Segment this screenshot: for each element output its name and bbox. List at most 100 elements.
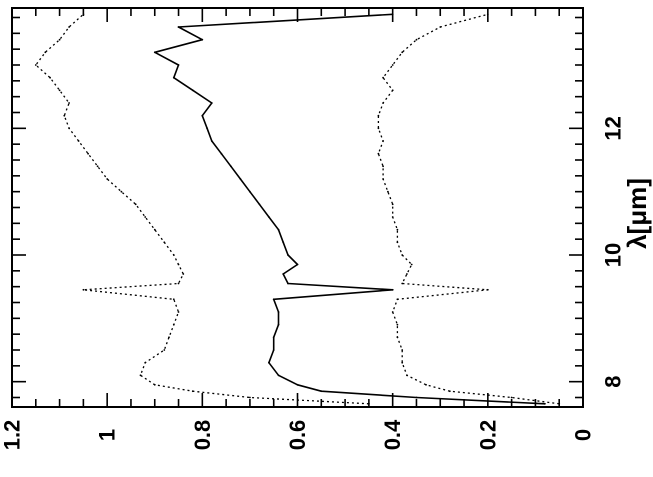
x-tick-label: 10: [601, 243, 626, 267]
data-point: [320, 390, 323, 393]
plot-frame: [11, 7, 584, 408]
data-point: [58, 38, 61, 41]
data-point: [272, 298, 275, 301]
data-point: [282, 241, 285, 244]
data-point: [153, 228, 156, 231]
data-point: [387, 190, 389, 193]
plot-area-border: [11, 7, 584, 408]
y-tick-label: 0.8: [190, 420, 215, 451]
x-tick-label: 12: [601, 116, 626, 140]
data-point: [401, 51, 404, 54]
data-point: [68, 102, 70, 104]
data-point: [396, 228, 399, 231]
data-point: [106, 178, 109, 180]
data-point: [377, 152, 380, 155]
data-point: [163, 349, 166, 351]
data-point: [391, 216, 394, 218]
data-point: [44, 51, 47, 54]
data-point: [396, 336, 399, 339]
data-point: [401, 254, 404, 256]
series-layer: [34, 13, 561, 405]
data-point: [144, 216, 147, 218]
data-point: [268, 216, 270, 218]
data-point: [268, 361, 270, 364]
data-point: [391, 203, 394, 206]
data-point: [249, 190, 251, 193]
data-point: [172, 76, 175, 79]
data-point: [415, 38, 418, 41]
data-point: [120, 190, 123, 193]
data-point: [277, 311, 280, 313]
data-point: [206, 127, 209, 130]
data-point: [396, 323, 399, 326]
data-point: [201, 114, 204, 117]
tick-layer: [11, 8, 584, 407]
series-line-solid-middle: [154, 13, 545, 405]
data-point: [177, 26, 180, 28]
data-point: [201, 38, 204, 41]
data-point: [144, 361, 147, 364]
data-point: [401, 361, 404, 364]
data-point: [68, 26, 70, 28]
y-tick-label: 0.6: [285, 420, 310, 451]
data-point: [406, 374, 408, 377]
data-point: [391, 311, 394, 313]
data-point: [182, 273, 185, 275]
data-point: [172, 323, 175, 326]
data-point: [277, 374, 280, 377]
data-point: [282, 273, 285, 275]
data-point: [239, 178, 242, 180]
data-point: [296, 263, 299, 266]
data-point: [34, 64, 37, 66]
data-point: [410, 263, 413, 266]
data-point: [544, 402, 546, 405]
data-point: [191, 390, 194, 393]
data-point: [153, 51, 156, 54]
data-point: [510, 396, 513, 399]
series-line-dotted-upper: [35, 13, 369, 405]
data-point: [220, 152, 223, 155]
data-point: [396, 241, 399, 244]
series-3: [377, 13, 561, 405]
data-point: [177, 64, 180, 66]
data-point: [396, 298, 399, 301]
y-tick-label: 0.2: [475, 420, 500, 451]
data-point: [377, 127, 380, 130]
data-point: [391, 288, 394, 291]
y-tick-label: 1.2: [0, 420, 25, 451]
data-point: [249, 396, 251, 399]
data-point: [49, 76, 51, 79]
y-tick-label: 0.4: [380, 419, 405, 450]
y-tick-label: 1: [95, 429, 120, 441]
data-point: [277, 228, 280, 231]
data-point: [191, 89, 194, 92]
data-point: [163, 241, 166, 244]
data-point: [382, 165, 384, 168]
data-point: [63, 114, 66, 117]
data-point: [177, 311, 180, 313]
data-point: [377, 114, 380, 117]
data-point: [448, 390, 451, 393]
data-point: [391, 89, 394, 92]
data-point: [96, 165, 99, 168]
data-point: [210, 140, 213, 142]
data-point: [401, 282, 404, 285]
data-point: [82, 288, 85, 291]
data-point: [277, 323, 280, 326]
data-point: [172, 298, 175, 301]
data-point: [177, 282, 180, 285]
data-point: [382, 102, 384, 104]
data-point: [68, 127, 70, 130]
data-point: [296, 383, 299, 386]
data-point: [168, 336, 170, 339]
data-point: [87, 152, 89, 155]
data-point: [58, 89, 61, 92]
label-layer: 0 0.2 0.4 0.6 0.8 1 1.2 8 10 12 λ[μm]: [0, 116, 652, 450]
data-point: [486, 288, 489, 291]
series-line-dotted-lower: [377, 13, 560, 405]
x-tick-label: 8: [601, 376, 626, 388]
data-point: [401, 349, 404, 351]
data-point: [258, 203, 261, 206]
data-point: [382, 76, 384, 79]
